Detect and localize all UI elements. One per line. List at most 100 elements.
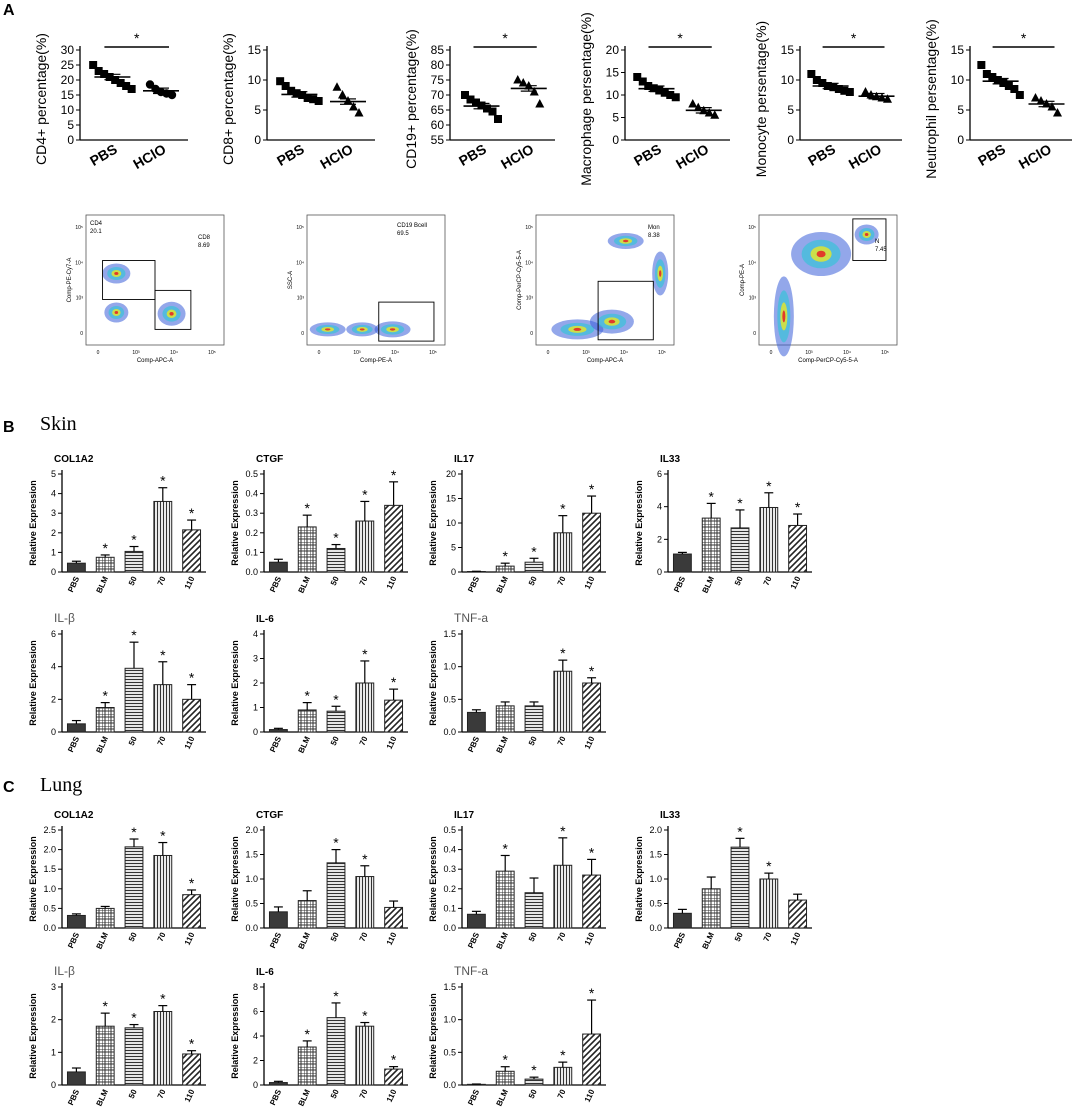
- bar: [524, 892, 544, 929]
- bar-svg: IL17 Relative Expression 0 5 10 15 20 PBS * BLM * 5…: [428, 454, 606, 595]
- y-tick-label: 0.5: [443, 694, 456, 704]
- significance-label: *: [708, 488, 714, 504]
- bar: [759, 506, 779, 573]
- bar-svg: IL17 Relative Expression 0.0 0.1 0.2 0.3 0.4 0.…: [428, 810, 606, 951]
- flow-x-label: Comp-APC-A: [587, 358, 623, 364]
- bar: [701, 517, 721, 573]
- y-tick-label: 0.4: [245, 489, 258, 499]
- flow-y-tick: 10⁵: [296, 225, 304, 231]
- bar: [268, 911, 288, 929]
- flow-x-tick: 10⁴: [170, 350, 178, 356]
- flow-x-tick: 10⁴: [843, 350, 851, 356]
- bar: [95, 556, 115, 573]
- flow-x-tick: 10⁵: [429, 350, 437, 356]
- bar-svg: TNF-a Relative Expression 0.0 0.5 1.0 1.5 PBS *…: [428, 964, 606, 1108]
- scatter-svg: Macrophage persentage(%) 0 5 10 15 20 PBS HClO *: [578, 12, 730, 186]
- x-tick-label: 70: [556, 931, 568, 943]
- y-tick-label: 0: [254, 133, 261, 147]
- scatter-svg: Monocyte persentage(%) 0 5 10 15 PBS HClO *: [753, 21, 902, 177]
- chart-title: CTGF: [256, 810, 283, 821]
- flow-svg: Comp-APC-A Comp-PE-Cy7-A 0 0 10³ 10³ 10⁴ 10⁴ 10⁵…: [67, 214, 225, 364]
- data-point-triangle: [704, 108, 714, 117]
- x-tick-label: 70: [762, 575, 774, 587]
- chart-title: CTGF: [256, 454, 283, 465]
- x-tick-label: BLM: [95, 931, 111, 951]
- x-tick-label: 70: [156, 575, 168, 587]
- y-tick-label: 1.5: [443, 629, 456, 639]
- data-point-triangle: [1031, 93, 1040, 102]
- y-tick-label: 1.5: [649, 850, 662, 860]
- bar: [582, 874, 602, 929]
- y-tick-label: 2.0: [245, 825, 258, 835]
- x-tick-label: 110: [385, 931, 399, 947]
- bar: [297, 1046, 317, 1086]
- y-tick-label: 2.5: [43, 825, 56, 835]
- y-tick-label: 30: [61, 43, 75, 57]
- flow-y-tick: 0: [301, 331, 304, 337]
- bar: [182, 1053, 202, 1086]
- y-tick-label: 10: [446, 518, 456, 528]
- panel-label-a: A: [3, 2, 15, 19]
- y-tick-label: 8: [253, 982, 258, 992]
- bar: [297, 526, 317, 573]
- flow-gate-name: CD8: [198, 235, 211, 241]
- y-tick-label: 1.0: [649, 874, 662, 884]
- significance-label: *: [589, 985, 595, 1001]
- chart-title: TNF-a: [454, 965, 488, 978]
- data-point-square: [461, 91, 469, 99]
- x-tick-label: HClO: [317, 141, 355, 172]
- bar-svg: CTGF Relative Expression 0.0 0.1 0.2 0.3 0.4 0.…: [230, 454, 408, 595]
- significance-label: *: [189, 505, 195, 521]
- scatter-chart-4: Macrophage persentage(%) 0 5 10 15 20 PBS HClO *: [573, 2, 738, 192]
- flow-gate: [597, 280, 654, 341]
- x-tick-label: PBS: [466, 930, 481, 949]
- significance-label: *: [131, 627, 137, 643]
- bar-svg: IL33 Relative Expression 0.0 0.5 1.0 1.5 2.0 PB…: [634, 810, 812, 951]
- y-tick-label: 2.0: [649, 825, 662, 835]
- x-tick-label: 110: [183, 735, 197, 751]
- flow-population-peak: [114, 311, 119, 314]
- y-tick-label: 5: [957, 103, 964, 117]
- significance-label: *: [531, 543, 537, 559]
- x-tick-label: BLM: [495, 735, 511, 755]
- y-tick-label: 0.5: [245, 899, 258, 909]
- data-point-square: [303, 94, 312, 102]
- y-axis-label: Relative Expression: [428, 640, 438, 726]
- bar: [182, 698, 202, 733]
- y-tick-label: 2: [253, 1056, 258, 1066]
- y-tick-label: 1.5: [443, 982, 456, 992]
- x-tick-label: 110: [583, 1088, 597, 1104]
- significance-label: *: [795, 499, 801, 515]
- y-tick-label: 2: [51, 528, 56, 538]
- y-tick-label: 1.0: [443, 662, 456, 672]
- bar: [553, 1066, 573, 1086]
- y-tick-label: 15: [951, 43, 965, 57]
- x-tick-label: PBS: [975, 141, 1008, 169]
- y-tick-label: 0: [957, 133, 964, 147]
- x-tick-label: 110: [789, 931, 803, 947]
- significance-label: *: [391, 1052, 397, 1068]
- x-tick-label: 110: [583, 735, 597, 751]
- x-tick-label: 70: [556, 575, 568, 587]
- x-tick-label: PBS: [66, 1087, 81, 1106]
- flow-gate-name: Mon: [648, 225, 660, 231]
- chart-title: IL-β: [54, 612, 75, 625]
- flow-gate: [852, 218, 887, 261]
- flow-x-tick: 0: [770, 350, 773, 356]
- flow-plot-2: Comp-PE-A SSC-A 0 0 10³ 10³ 10⁴ 10⁴ 10⁵ 10⁵ CD19 B…: [283, 210, 458, 370]
- y-tick-label: 4: [253, 629, 258, 639]
- data-point-square: [488, 107, 497, 116]
- y-tick-label: 80: [431, 58, 445, 72]
- y-tick-label: 2: [657, 534, 662, 544]
- y-axis-label: Macrophage persentage(%): [578, 12, 594, 186]
- y-tick-label: 10: [951, 73, 965, 87]
- x-tick-label: PBS: [87, 141, 120, 169]
- flow-x-tick: 10³: [353, 350, 361, 356]
- significance-label: *: [102, 540, 108, 556]
- y-tick-label: 10: [781, 73, 795, 87]
- y-tick-label: 0: [51, 1080, 56, 1090]
- significance-label: *: [766, 478, 772, 494]
- bar-svg: IL-β Relative Expression 0 2 4 6 PBS * BLM * 50 * 70…: [28, 611, 206, 755]
